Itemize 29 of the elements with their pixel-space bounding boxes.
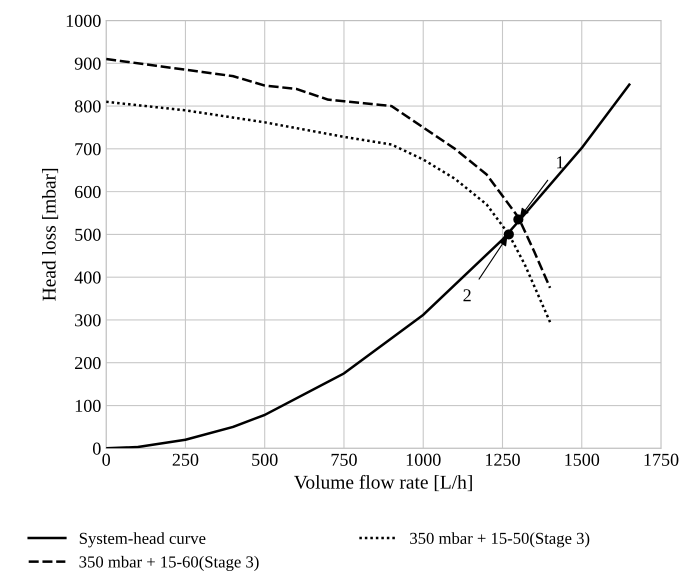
legend-label: System-head curve xyxy=(80,532,206,548)
y-tick-label: 1000 xyxy=(66,14,101,27)
y-tick-label: 100 xyxy=(76,400,101,412)
legend-label: 350 mbar + 15-60(Stage 3) xyxy=(79,556,259,571)
line-series xyxy=(106,100,552,324)
y-tick-label: 0 xyxy=(92,442,101,455)
legend-label: 350 mbar + 15-50(Stage 3) xyxy=(410,532,590,548)
annotation: 2 xyxy=(463,289,471,302)
line-series xyxy=(106,83,631,448)
y-tick-label: 900 xyxy=(74,58,101,70)
y-tick-label: 500 xyxy=(75,228,101,241)
y-axis-title: Head loss [mbar] xyxy=(42,168,58,301)
y-tick-label: 700 xyxy=(75,143,101,156)
x-tick-label: 250 xyxy=(172,454,198,466)
x-tick-label: 1500 xyxy=(565,454,600,466)
x-tick-label: 1250 xyxy=(486,454,520,466)
x-tick-label: 1750 xyxy=(644,454,678,466)
x-tick-label: 750 xyxy=(332,454,357,466)
x-axis-title: Volume flow rate [L/h] xyxy=(294,474,472,492)
y-tick-label: 600 xyxy=(75,186,101,198)
y-tick-label: 300 xyxy=(75,314,101,326)
x-tick-label: 0 xyxy=(102,454,110,466)
y-tick-label: 400 xyxy=(74,271,101,284)
y-tick-label: 200 xyxy=(75,356,101,370)
x-tick-label: 1000 xyxy=(406,454,441,466)
annotation: 1 xyxy=(557,156,564,168)
x-tick-label: 500 xyxy=(252,454,278,466)
line-series xyxy=(106,58,552,290)
y-tick-label: 800 xyxy=(74,100,101,113)
